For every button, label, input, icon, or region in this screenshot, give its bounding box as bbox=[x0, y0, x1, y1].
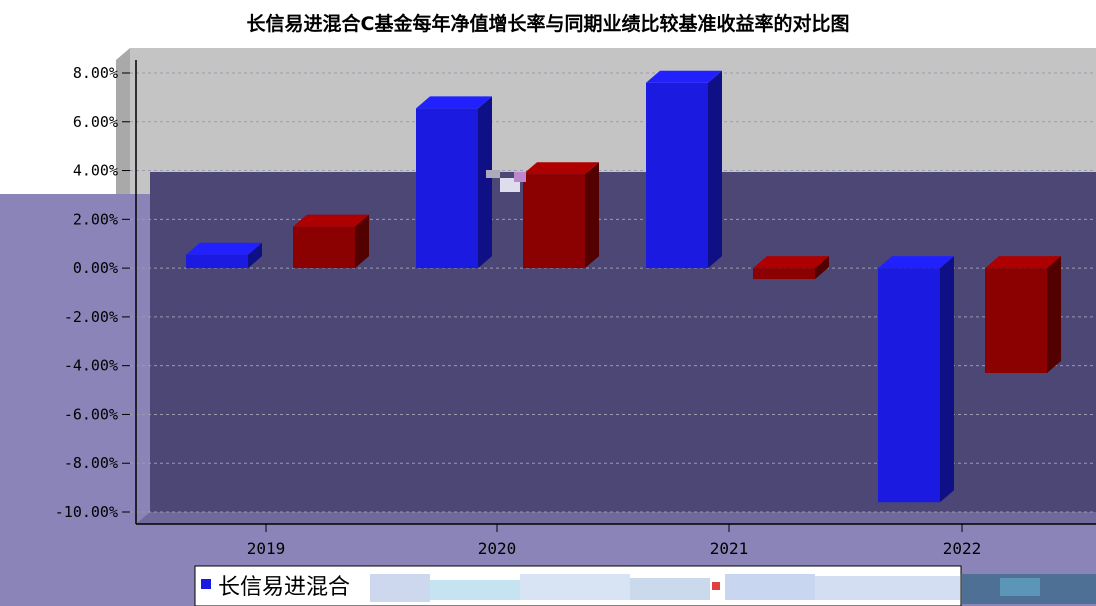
bar-2021-series-2 bbox=[753, 256, 829, 280]
bar-2020-series-2 bbox=[523, 162, 599, 269]
x-tick-labels: 2019 2020 2021 2022 bbox=[247, 539, 982, 558]
legend-label-series-1: 长信易进混合 bbox=[218, 575, 350, 600]
legend-swatch-series-1 bbox=[201, 579, 211, 589]
y-tick-label: 4.00% bbox=[73, 162, 118, 180]
bar-2020-series-1 bbox=[416, 96, 492, 269]
y-tick-label: -2.00% bbox=[64, 308, 118, 326]
y-tick-label: -4.00% bbox=[64, 357, 118, 375]
chart-title: 长信易进混合C基金每年净值增长率与同期业绩比较基准收益率的对比图 bbox=[247, 12, 850, 35]
bar-2019-series-2 bbox=[293, 214, 369, 269]
y-tick-label: 0.00% bbox=[73, 259, 118, 277]
y-tick-label: 2.00% bbox=[73, 210, 118, 228]
y-tick-label: -10.00% bbox=[55, 503, 118, 521]
bars bbox=[186, 70, 1061, 503]
legend: 长信易进混合 bbox=[194, 565, 1096, 606]
x-tick-label-2020: 2020 bbox=[478, 539, 517, 558]
upper-plot-background bbox=[116, 48, 1096, 194]
x-tick-label-2021: 2021 bbox=[710, 539, 749, 558]
x-tick-label-2019: 2019 bbox=[247, 539, 286, 558]
bar-2022-series-1 bbox=[878, 256, 954, 503]
y-tick-labels: 8.00% 6.00% 4.00% 2.00% 0.00% -2.00% -4.00% -6.… bbox=[55, 64, 118, 521]
y-tick-label: 8.00% bbox=[73, 64, 118, 82]
y-tick-label: -6.00% bbox=[64, 405, 118, 423]
y-tick-label: -8.00% bbox=[64, 454, 118, 472]
bar-2019-series-1 bbox=[186, 242, 262, 269]
x-tick-label-2022: 2022 bbox=[943, 539, 982, 558]
axes bbox=[122, 60, 1096, 532]
y-tick-label: 6.00% bbox=[73, 113, 118, 131]
bar-2021-series-1 bbox=[646, 70, 722, 269]
glitch-artifact bbox=[486, 170, 526, 192]
legend-noise bbox=[370, 574, 1096, 604]
bar-2022-series-2 bbox=[985, 256, 1061, 373]
